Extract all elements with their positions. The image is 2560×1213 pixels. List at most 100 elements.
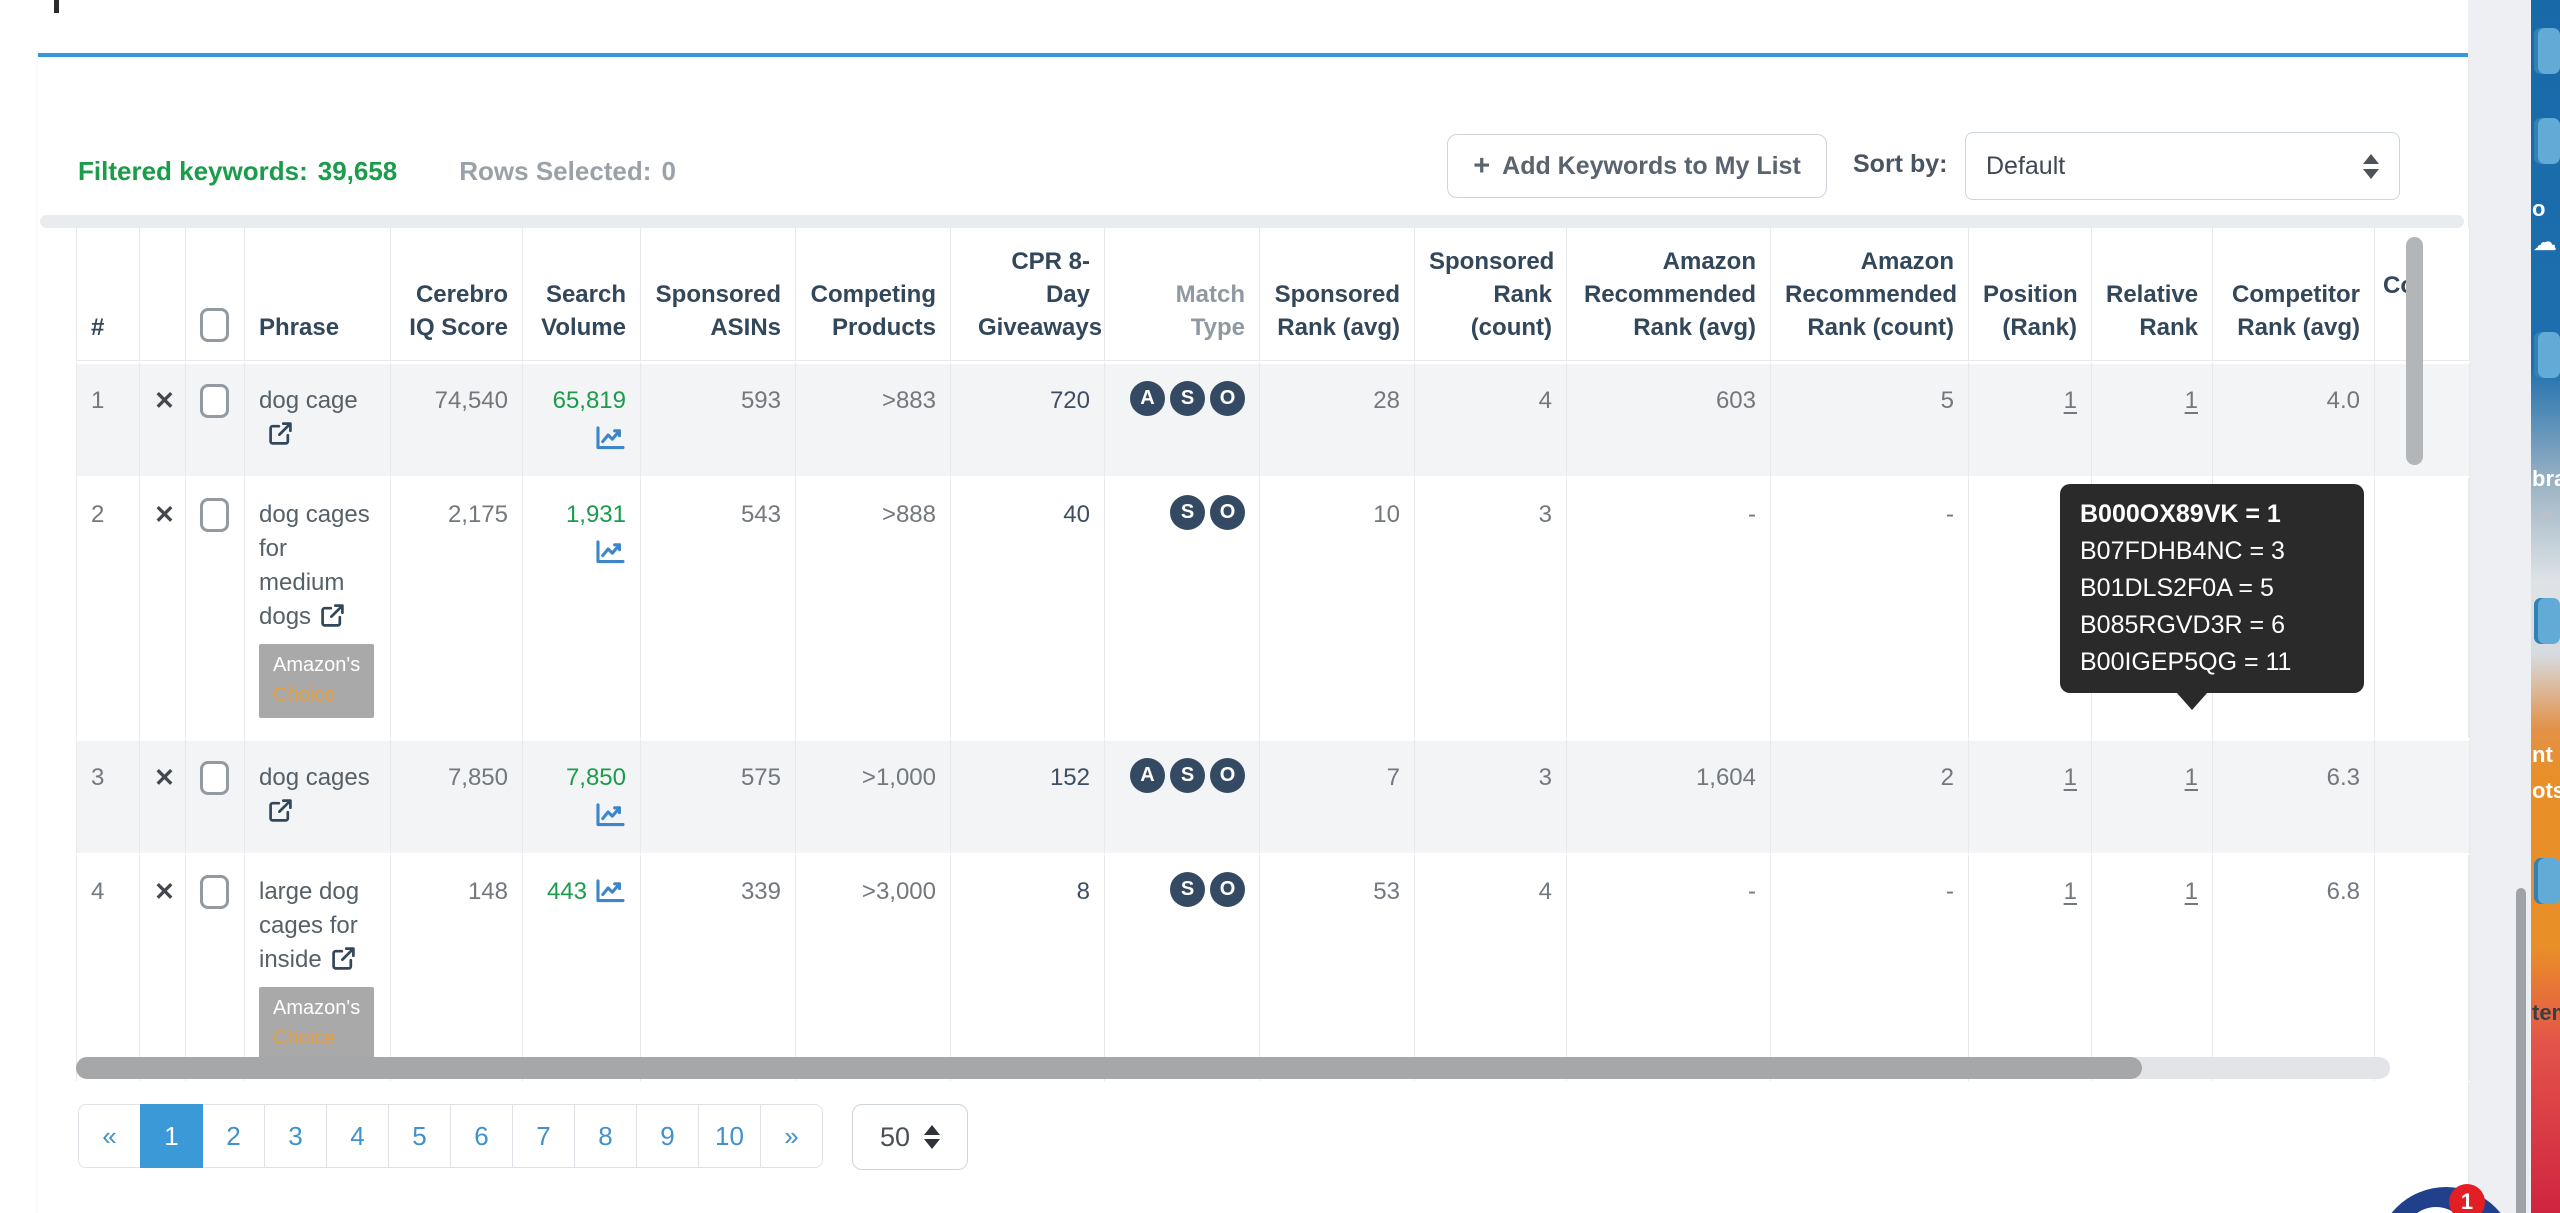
relative_rank-value[interactable]: 1 — [2184, 878, 2198, 905]
position_rank-cell: 21 — [1969, 1081, 2092, 1082]
table-horizontal-scrollbar-thumb[interactable] — [76, 1057, 2142, 1079]
sort-by-select[interactable]: Default — [1965, 132, 2400, 200]
relative_rank-cell: 5 — [2092, 1081, 2213, 1082]
column-header-remove[interactable] — [140, 228, 186, 361]
keyword-row: 1 ✕ dog cage 74,540 65,819 593 >883 720 A S O 28 4 60… — [76, 361, 2470, 478]
sponsored_asins-value: 543 — [740, 501, 781, 528]
tooltip-line: B01DLS2F0A = 5 — [2080, 574, 2274, 602]
table-vertical-scrollbar[interactable] — [2406, 237, 2423, 465]
amazon_rec_rank_count-cell: - — [1771, 478, 1969, 738]
column-header-num[interactable]: # — [76, 228, 140, 361]
page-next-button[interactable]: » — [760, 1104, 823, 1168]
match-type-badge-s: S — [1170, 871, 1205, 907]
select-all-checkbox[interactable] — [200, 308, 229, 342]
keyword-row: 4 ✕ large dog cages for inside Amazon's Choi… — [76, 855, 2470, 1081]
column-header-cerebro_iq[interactable]: Cerebro IQ Score — [391, 228, 523, 361]
cpr_giveaways-value: 152 — [1049, 764, 1090, 791]
external-link-icon[interactable] — [267, 421, 294, 448]
column-header-amazon_rec_rank_count[interactable]: Amazon Recommended Rank (count) — [1771, 228, 1969, 361]
tooltip-line: B000OX89VK = 1 — [2080, 500, 2281, 528]
relative_rank-value[interactable]: 1 — [2184, 387, 2198, 414]
trend-chart-icon[interactable] — [587, 539, 626, 566]
column-header-sponsored_rank_count[interactable]: Sponsored Rank (count) — [1415, 228, 1567, 361]
search-volume-cell: 65,819 — [523, 361, 641, 478]
amazon_rec_rank_avg-cell: 603 — [1567, 361, 1771, 478]
column-header-search_volume[interactable]: Search Volume — [523, 228, 641, 361]
position_rank-value[interactable]: 1 — [2063, 764, 2077, 791]
competitor_rank_avg-value: 6.3 — [2326, 764, 2360, 791]
column-header-match_types[interactable]: Match Type — [1105, 228, 1260, 361]
page-size-select[interactable]: 50 — [852, 1104, 968, 1170]
remove-keyword-button[interactable]: ✕ — [154, 878, 175, 906]
page-button-2[interactable]: 2 — [202, 1104, 265, 1168]
column-header-sponsored_rank_avg[interactable]: Sponsored Rank (avg) — [1260, 228, 1415, 361]
row-checkbox[interactable] — [200, 875, 229, 909]
column-header-cpr_giveaways[interactable]: CPR 8-Day Giveaways — [951, 228, 1105, 361]
column-header-phrase[interactable]: Phrase — [245, 228, 391, 361]
page-button-1[interactable]: 1 — [140, 1104, 203, 1168]
chat-widget-glyph — [2404, 1207, 2468, 1213]
page-button-7[interactable]: 7 — [512, 1104, 575, 1168]
sort-by-label: Sort by: — [1853, 150, 1948, 178]
match-type-badge-s: S — [1170, 757, 1205, 793]
checkbox-cell — [186, 738, 245, 855]
table-top-scrollbar-track[interactable] — [40, 215, 2464, 228]
checkbox-cell — [186, 1081, 245, 1082]
column-header-amazon_rec_rank_avg[interactable]: Amazon Recommended Rank (avg) — [1567, 228, 1771, 361]
column-header-competitor_rank_avg[interactable]: Competitor Rank (avg) — [2213, 228, 2375, 361]
search-volume-cell: 1,931 — [523, 478, 641, 738]
page-prev-button[interactable]: « — [78, 1104, 141, 1168]
sponsored_asins-cell: 364 — [641, 1081, 796, 1082]
position_rank-value[interactable]: 1 — [2063, 878, 2077, 905]
competitor_rank_avg-cell: 6.3 — [2213, 738, 2375, 855]
keyword-phrase: large dog cages for inside — [259, 878, 360, 973]
page-button-4[interactable]: 4 — [326, 1104, 389, 1168]
remove-keyword-button[interactable]: ✕ — [154, 501, 175, 529]
page-button-9[interactable]: 9 — [636, 1104, 699, 1168]
stats-bar: Filtered keywords: 39,658 Rows Selected: 0 — [78, 156, 676, 187]
column-header-competing_products[interactable]: Competing Products — [796, 228, 951, 361]
remove-keyword-button[interactable]: ✕ — [154, 387, 175, 415]
remove-keyword-button[interactable]: ✕ — [154, 764, 175, 792]
column-header-position_rank[interactable]: Position (Rank) — [1969, 228, 2092, 361]
page-button-6[interactable]: 6 — [450, 1104, 513, 1168]
column-header-label: Phrase — [259, 314, 340, 341]
cerebro_iq-cell: 212 — [391, 1081, 523, 1082]
column-header-sponsored_asins[interactable]: Sponsored ASINs — [641, 228, 796, 361]
row-checkbox[interactable] — [200, 498, 229, 532]
cpr_giveaways-value: 8 — [1076, 878, 1090, 905]
plus-icon: + — [1473, 149, 1491, 182]
trend-chart-icon[interactable] — [587, 878, 626, 905]
page-button-10[interactable]: 10 — [698, 1104, 761, 1168]
add-keywords-to-list-button[interactable]: + Add Keywords to My List — [1447, 134, 1827, 198]
row-checkbox[interactable] — [200, 384, 229, 418]
search-volume-value: 443 — [546, 878, 587, 905]
column-header-checkbox[interactable] — [186, 228, 245, 361]
external-link-icon[interactable] — [330, 946, 357, 973]
external-link-icon[interactable] — [319, 603, 346, 630]
cpr_giveaways-cell: 720 — [951, 361, 1105, 478]
match-type-badge-o: O — [1210, 871, 1245, 907]
browser-vertical-scrollbar[interactable] — [2516, 888, 2526, 1213]
background-tab-icon — [2534, 28, 2560, 74]
column-header-relative_rank[interactable]: Relative Rank — [2092, 228, 2213, 361]
background-text-fragment: ots — [2532, 778, 2560, 803]
keyword-row: 3 ✕ dog cages 7,850 7,850 575 >1,000 152 A S O 7 3 1,… — [76, 738, 2470, 855]
page-button-3[interactable]: 3 — [264, 1104, 327, 1168]
keywords-table-zone: # Phrase Cerebro IQ Score Search Volume Spon… — [76, 228, 2472, 1082]
external-link-icon[interactable] — [267, 798, 294, 825]
sponsored_rank_count-cell: 3 — [1415, 738, 1567, 855]
trend-chart-icon[interactable] — [587, 425, 626, 452]
cerebro_iq-cell: 2,175 — [391, 478, 523, 738]
page-button-5[interactable]: 5 — [388, 1104, 451, 1168]
search-volume-cell: 7,850 — [523, 738, 641, 855]
position_rank-value[interactable]: 1 — [2063, 387, 2077, 414]
table-horizontal-scrollbar-track[interactable] — [76, 1057, 2390, 1079]
select-arrows-icon — [924, 1125, 941, 1149]
page-button-8[interactable]: 8 — [574, 1104, 637, 1168]
page-size-value: 50 — [879, 1121, 911, 1152]
relative_rank-value[interactable]: 1 — [2184, 764, 2198, 791]
trend-chart-icon[interactable] — [587, 802, 626, 829]
row-checkbox[interactable] — [200, 761, 229, 795]
